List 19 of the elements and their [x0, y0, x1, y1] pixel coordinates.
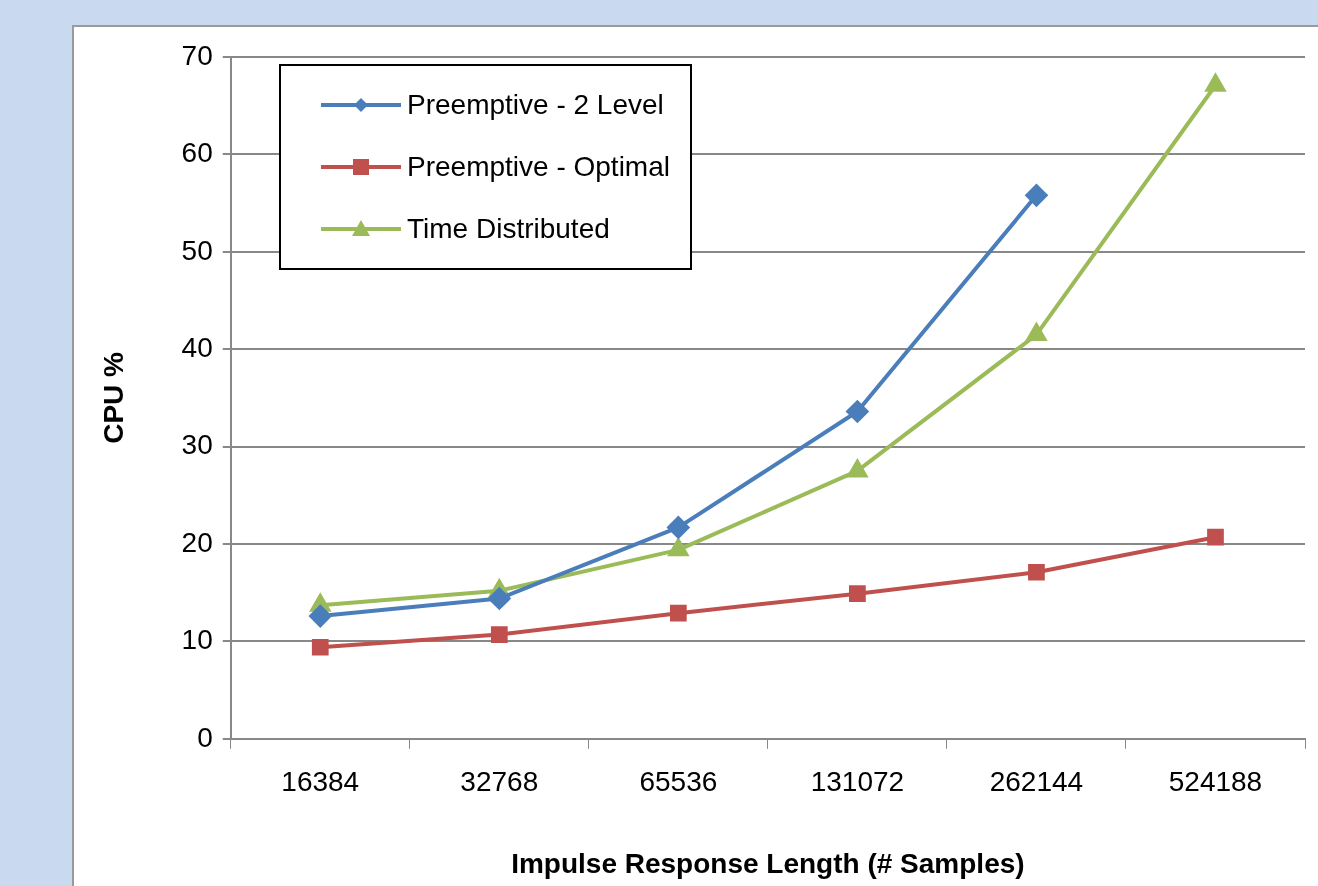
y-tick-label: 40 [181, 331, 213, 363]
x-tick-label: 524188 [1168, 766, 1263, 798]
legend-label: Preemptive - 2 Level [407, 89, 664, 121]
legend-label: Preemptive - Optimal [407, 151, 670, 183]
x-axis-title: Impulse Response Length (# Samples) [511, 847, 1025, 879]
legend-label: Time Distributed [407, 213, 610, 245]
y-tick-label: 20 [181, 526, 213, 558]
x-tick-label: 262144 [989, 766, 1084, 798]
x-tick-label: 65536 [639, 766, 718, 798]
x-tick-label: 131072 [810, 766, 905, 798]
y-axis-title: CPU % [97, 351, 129, 444]
y-tick-label: 70 [181, 39, 213, 71]
y-tick-label: 0 [197, 721, 213, 753]
x-tick-label: 16384 [281, 766, 360, 798]
x-tick-label: 32768 [460, 766, 539, 798]
y-tick-label: 10 [181, 624, 213, 656]
y-tick-label: 60 [181, 137, 213, 169]
y-tick-label: 50 [181, 234, 213, 266]
y-tick-label: 30 [181, 429, 213, 461]
